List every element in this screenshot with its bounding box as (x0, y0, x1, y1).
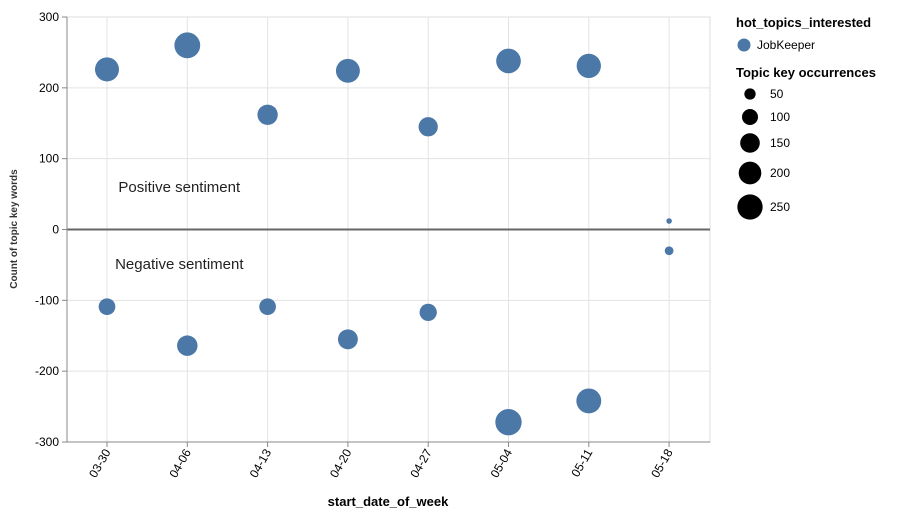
y-tick-label: 300 (39, 10, 59, 24)
data-point (664, 246, 674, 256)
data-point (177, 335, 198, 356)
data-point (496, 48, 521, 74)
x-tick-label: 04-06 (166, 446, 194, 480)
x-tick-label: 04-13 (247, 446, 275, 480)
data-point (495, 408, 522, 436)
x-tick-label: 05-04 (488, 446, 516, 480)
data-point (98, 298, 116, 316)
legend-size-swatch (744, 88, 756, 100)
annotations: Positive sentiment Negative sentiment (115, 179, 244, 273)
y-tick-label: 0 (52, 223, 59, 237)
data-points (94, 32, 674, 436)
x-tick-label: 04-20 (327, 446, 355, 480)
legend-size-title: Topic key occurrences (736, 65, 876, 80)
data-point (94, 57, 120, 82)
legend-size-label: 50 (770, 87, 784, 101)
legend-color-title: hot_topics_interested (736, 15, 871, 30)
legend-size-swatch (740, 133, 760, 153)
legend-color-swatch (737, 38, 751, 52)
legend-size-label: 150 (770, 136, 790, 150)
y-tick-label: -100 (35, 293, 59, 307)
y-ticks: -300 -200 -100 0 100 200 300 (35, 10, 67, 449)
data-point (576, 53, 601, 79)
legend-size-label: 100 (770, 110, 790, 124)
data-point (259, 298, 276, 316)
y-tick-label: -200 (35, 364, 59, 378)
data-point (418, 117, 438, 137)
legend: hot_topics_interested JobKeeper Topic ke… (736, 15, 876, 220)
data-point (257, 104, 278, 125)
y-tick-label: 100 (39, 152, 59, 166)
legend-size-label: 250 (770, 200, 790, 214)
y-tick-label: -300 (35, 435, 59, 449)
x-tick-label: 05-18 (648, 446, 676, 480)
legend-color-label: JobKeeper (757, 38, 815, 52)
x-tick-label: 05-11 (568, 446, 595, 479)
data-point (576, 388, 602, 414)
annotation-label: Negative sentiment (115, 256, 244, 273)
legend-size-swatch (737, 194, 763, 220)
data-point (419, 303, 437, 322)
legend-size-swatch (742, 109, 758, 125)
data-point (335, 58, 360, 83)
data-point (174, 32, 201, 59)
x-tick-label: 03-30 (86, 446, 114, 480)
x-tick-label: 04-27 (407, 446, 435, 480)
annotation-label: Positive sentiment (118, 179, 241, 196)
data-point (337, 329, 358, 350)
legend-size-label: 200 (770, 166, 790, 180)
x-ticks: 03-30 04-06 04-13 04-20 04-27 05-04 05-11 05-18 (86, 442, 676, 480)
data-point (666, 218, 672, 224)
y-axis-title: Count of topic key words (9, 169, 20, 289)
y-tick-label: 200 (39, 81, 59, 95)
legend-size-swatch (738, 161, 762, 185)
x-axis-title: start_date_of_week (328, 494, 449, 509)
